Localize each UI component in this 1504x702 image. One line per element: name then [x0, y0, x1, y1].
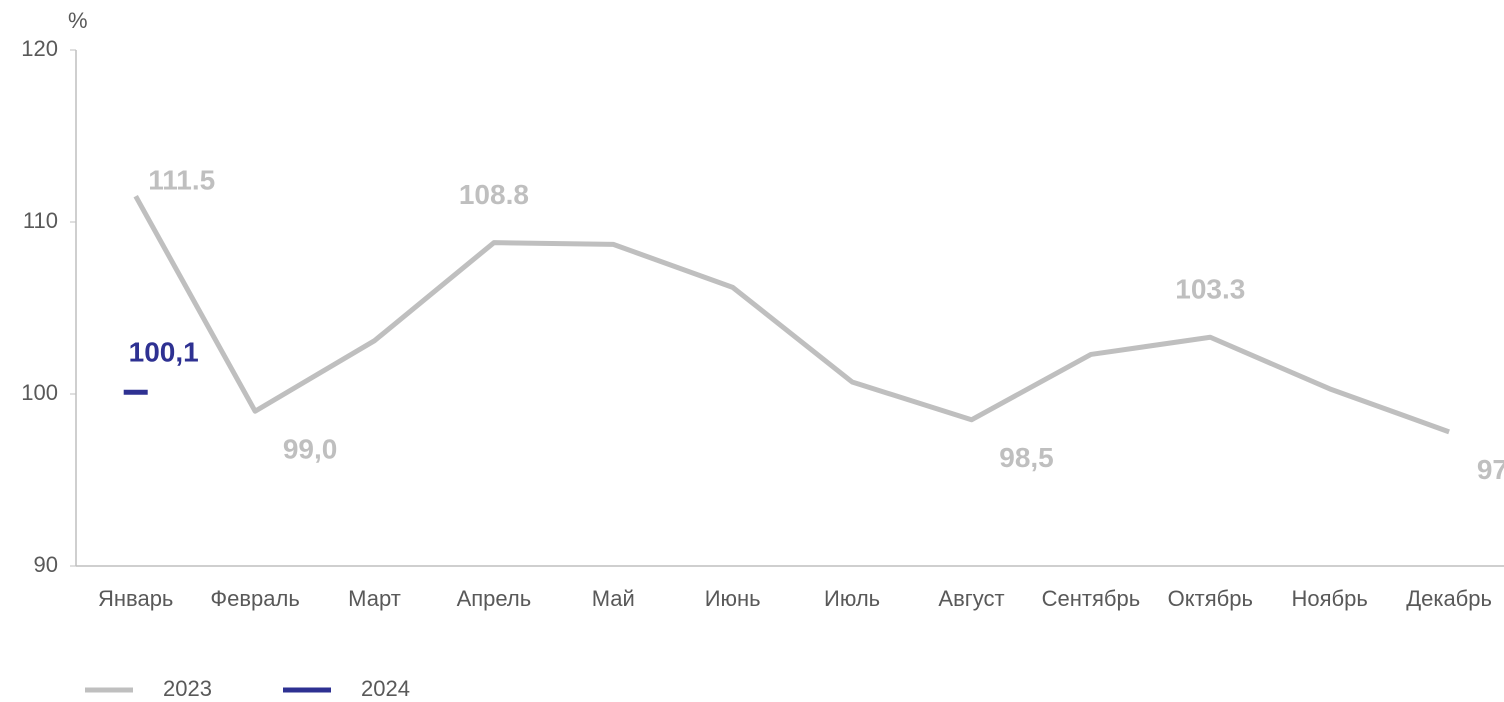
x-tick-label: Июль — [824, 586, 880, 611]
x-tick-label: Август — [938, 586, 1004, 611]
value-label: 98,5 — [999, 442, 1054, 473]
x-tick-label: Июнь — [705, 586, 761, 611]
x-tick-label: Октябрь — [1168, 586, 1253, 611]
value-label: 103.3 — [1175, 274, 1245, 305]
x-tick-label: Февраль — [210, 586, 299, 611]
x-tick-label: Май — [592, 586, 635, 611]
y-tick-label: 120 — [21, 36, 58, 61]
y-tick-label: 90 — [34, 552, 58, 577]
value-label: 99,0 — [283, 434, 338, 465]
legend-label: 2023 — [163, 676, 212, 701]
x-tick-label: Декабрь — [1406, 586, 1492, 611]
value-label: 108.8 — [459, 179, 529, 210]
x-tick-label: Март — [348, 586, 401, 611]
x-tick-label: Январь — [98, 586, 173, 611]
line-series — [133, 194, 1450, 435]
x-tick-label: Сентябрь — [1042, 586, 1141, 611]
value-label: 97.8 — [1477, 454, 1504, 485]
y-tick-label: 110 — [23, 208, 58, 233]
y-axis-unit: % — [68, 8, 88, 33]
y-tick-label: 100 — [21, 380, 58, 405]
x-tick-label: Ноябрь — [1292, 586, 1368, 611]
value-label: 100,1 — [129, 337, 199, 368]
legend-label: 2024 — [361, 676, 410, 701]
x-tick-label: Апрель — [457, 586, 532, 611]
value-label: 111.5 — [148, 165, 215, 196]
